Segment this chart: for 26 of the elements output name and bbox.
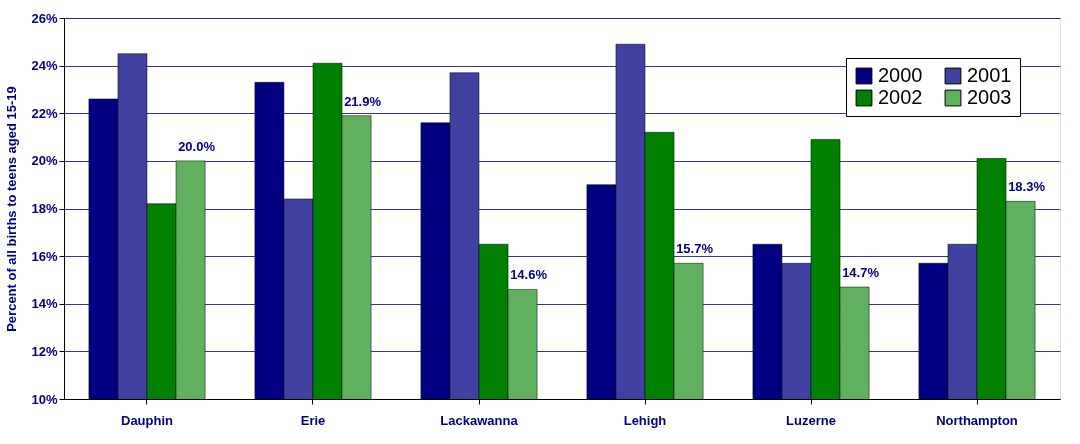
y-tick-label: 16%: [31, 248, 58, 264]
y-tick-label: 26%: [31, 10, 58, 26]
y-tick-label: 12%: [31, 343, 58, 359]
x-tick-label: Lackawanna: [440, 412, 519, 428]
data-label: 20.0%: [178, 138, 216, 154]
y-tick-label: 22%: [31, 105, 58, 121]
legend-label: 2002: [878, 86, 923, 108]
x-tick-label: Luzerne: [786, 412, 836, 428]
y-tick-label: 14%: [31, 296, 58, 312]
data-label: 14.6%: [510, 267, 548, 283]
y-axis-title: Percent of all births to teens aged 15-19: [4, 86, 20, 332]
legend-label: 2003: [967, 86, 1012, 108]
x-tick-label: Erie: [300, 412, 326, 428]
x-tick-label: Dauphin: [121, 412, 174, 428]
data-label: 15.7%: [676, 241, 714, 257]
x-tick-label: Lehigh: [623, 412, 667, 428]
y-tick-label: 10%: [31, 391, 58, 407]
y-tick-label: 20%: [31, 153, 58, 169]
data-label: 14.7%: [842, 265, 880, 281]
data-label: 18.3%: [1008, 179, 1046, 195]
y-tick-label: 24%: [31, 58, 58, 74]
x-tick-label: Northampton: [936, 412, 1018, 428]
data-label: 21.9%: [344, 93, 382, 109]
legend-label: 2001: [967, 64, 1012, 86]
legend-label: 2000: [878, 64, 923, 86]
y-tick-label: 18%: [31, 201, 58, 216]
